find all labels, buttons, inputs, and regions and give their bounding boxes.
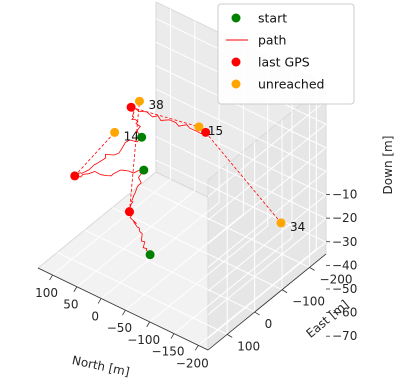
- grid-line: [56, 251, 228, 335]
- east-tick: [309, 267, 315, 271]
- grid-line: [76, 190, 196, 288]
- axis-panes: [37, 1, 327, 352]
- down-tick-label: −40: [332, 258, 357, 272]
- plot-area: 14 38 15 34: [70, 96, 305, 260]
- grid-line: [207, 123, 327, 221]
- start-point: [137, 132, 147, 142]
- unreached-point: [110, 127, 120, 137]
- down-tick-label: −30: [332, 235, 357, 249]
- grid-line: [207, 218, 327, 315]
- east-tick-label: −100: [292, 295, 325, 309]
- legend-label: unreached: [258, 77, 324, 92]
- point-label: 14: [124, 129, 139, 143]
- north-tick-label: 100: [35, 286, 58, 300]
- grid-line: [139, 184, 310, 268]
- grid-line: [84, 229, 255, 313]
- grid-line: [155, 136, 327, 220]
- last-gps-point: [70, 171, 80, 181]
- grid-line: [155, 159, 327, 243]
- north-tick: [146, 321, 151, 328]
- point-label: 38: [148, 98, 163, 112]
- last-gps-point: [124, 207, 134, 217]
- legend-label: start: [258, 11, 287, 26]
- north-tick: [194, 345, 199, 351]
- legend-marker: [231, 79, 241, 89]
- unreached-point: [194, 122, 204, 132]
- north-tick: [170, 333, 175, 339]
- down-tick-label: −50: [332, 282, 357, 296]
- last-gps-point: [126, 102, 136, 112]
- grid-line: [155, 112, 327, 196]
- point-label: 34: [290, 220, 305, 234]
- north-tick: [97, 298, 102, 304]
- north-axis-line: [37, 267, 209, 351]
- tick-labels: 100500−50−100−150−2001000−100−200−70−60−…: [35, 188, 357, 371]
- grid-line: [207, 170, 327, 268]
- point-label: 15: [208, 124, 223, 138]
- down-tick-label: −60: [332, 306, 357, 320]
- north-tick-label: 0: [91, 309, 99, 323]
- unreached-point: [276, 218, 286, 228]
- grid-line: [111, 207, 283, 291]
- north-tick-label: −200: [176, 356, 209, 370]
- legend-label: last GPS: [258, 55, 310, 70]
- start-point: [145, 250, 155, 260]
- down-tick-label: −10: [332, 188, 357, 202]
- last-gps-point: [201, 127, 211, 137]
- grid-line: [149, 225, 269, 323]
- start-point: [139, 165, 149, 175]
- down-tick-label: −70: [332, 329, 357, 343]
- grid-line: [207, 241, 327, 339]
- grid-line: [100, 202, 220, 299]
- east-tick-label: −200: [320, 272, 353, 286]
- north-tick-label: −50: [107, 321, 132, 335]
- north-tick: [73, 286, 78, 292]
- legend-marker: [231, 57, 241, 67]
- east-tick-label: 0: [265, 317, 273, 331]
- dashed-link: [74, 132, 115, 177]
- east-axis-line: [207, 253, 327, 351]
- down-axis-label: Down [m]: [381, 136, 395, 195]
- unreached-point: [134, 96, 144, 106]
- east-tick: [227, 334, 233, 338]
- legend-label: path: [258, 33, 286, 48]
- legend-box: [217, 3, 355, 105]
- grid-line: [207, 147, 327, 245]
- grid-line: [155, 65, 327, 149]
- grid-line: [52, 178, 171, 276]
- grid-line: [197, 248, 317, 346]
- north-tick: [49, 274, 53, 281]
- grid-line: [125, 213, 244, 311]
- east-tick: [281, 289, 288, 294]
- dashed-link: [129, 101, 140, 212]
- grid-line: [155, 88, 327, 172]
- east-tick-label: 100: [237, 339, 260, 353]
- grid-line: [207, 194, 327, 292]
- legend-marker: [231, 13, 241, 23]
- north-tick-label: −100: [127, 333, 160, 347]
- north-axis-label: North [m]: [71, 353, 131, 379]
- east-tick: [254, 311, 260, 316]
- north-tick-label: −150: [152, 345, 185, 359]
- legend: start path last GPS unreached: [217, 3, 355, 105]
- down-tick-label: −20: [332, 211, 357, 225]
- north-tick-label: 50: [63, 298, 78, 312]
- dashed-link: [130, 106, 200, 128]
- grid-line: [173, 237, 293, 334]
- grid-line: [207, 100, 327, 197]
- north-tick: [122, 309, 126, 316]
